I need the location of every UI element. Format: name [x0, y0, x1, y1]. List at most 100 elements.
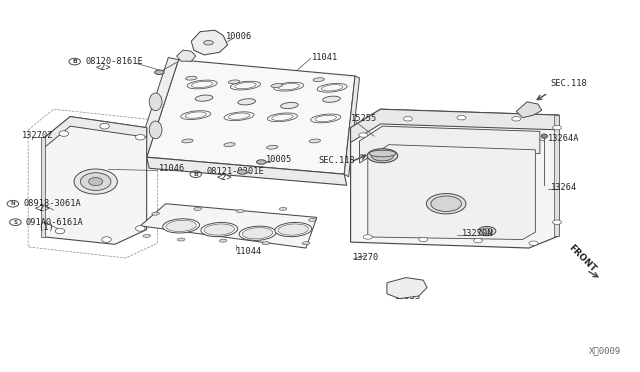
- Text: 13264A: 13264A: [548, 134, 580, 143]
- Ellipse shape: [541, 134, 547, 138]
- Ellipse shape: [359, 133, 368, 137]
- Ellipse shape: [74, 169, 117, 194]
- Ellipse shape: [280, 102, 298, 109]
- Ellipse shape: [81, 173, 111, 190]
- Ellipse shape: [166, 220, 196, 231]
- Text: 08121-0201E: 08121-0201E: [207, 167, 264, 176]
- Ellipse shape: [552, 125, 561, 130]
- Ellipse shape: [195, 95, 213, 101]
- Ellipse shape: [201, 222, 237, 237]
- Polygon shape: [360, 126, 540, 163]
- Ellipse shape: [271, 84, 282, 87]
- Polygon shape: [147, 60, 355, 174]
- Polygon shape: [344, 76, 360, 177]
- Text: X：0009: X：0009: [589, 346, 621, 355]
- Polygon shape: [45, 116, 147, 244]
- Polygon shape: [387, 278, 427, 299]
- Ellipse shape: [55, 228, 65, 234]
- Ellipse shape: [237, 209, 244, 213]
- Ellipse shape: [457, 115, 466, 120]
- Ellipse shape: [100, 124, 109, 129]
- Ellipse shape: [313, 78, 324, 81]
- Ellipse shape: [302, 242, 310, 245]
- Ellipse shape: [419, 237, 428, 242]
- Text: SEC.118: SEC.118: [550, 79, 588, 88]
- Text: <2>: <2>: [217, 173, 232, 182]
- Ellipse shape: [266, 145, 278, 149]
- Ellipse shape: [239, 226, 276, 240]
- Ellipse shape: [152, 212, 159, 215]
- Text: 13270Z: 13270Z: [22, 131, 53, 140]
- Text: 13270N: 13270N: [461, 229, 493, 238]
- Ellipse shape: [367, 149, 397, 163]
- Text: SEC.118: SEC.118: [319, 156, 355, 166]
- Polygon shape: [351, 109, 559, 248]
- Ellipse shape: [89, 177, 102, 186]
- Ellipse shape: [149, 93, 162, 111]
- Ellipse shape: [403, 116, 412, 121]
- Ellipse shape: [309, 139, 321, 143]
- Ellipse shape: [237, 170, 247, 174]
- Ellipse shape: [431, 196, 461, 211]
- Ellipse shape: [149, 121, 162, 139]
- Text: 11046: 11046: [159, 164, 186, 173]
- Polygon shape: [177, 50, 196, 61]
- Polygon shape: [147, 157, 347, 185]
- Ellipse shape: [204, 41, 213, 45]
- Text: (1): (1): [38, 223, 54, 232]
- Ellipse shape: [155, 70, 164, 74]
- Ellipse shape: [186, 76, 197, 80]
- Text: <2>: <2>: [96, 62, 111, 72]
- Ellipse shape: [262, 242, 269, 245]
- Polygon shape: [368, 145, 536, 240]
- Text: <2>: <2>: [35, 204, 51, 214]
- Text: 10006: 10006: [226, 32, 252, 41]
- Ellipse shape: [136, 226, 145, 231]
- Text: 091A0-6161A: 091A0-6161A: [26, 218, 83, 227]
- Ellipse shape: [529, 241, 538, 246]
- Polygon shape: [351, 109, 559, 142]
- Polygon shape: [45, 116, 147, 147]
- Text: 13270: 13270: [353, 253, 380, 263]
- Text: 08120-8161E: 08120-8161E: [86, 57, 143, 66]
- Ellipse shape: [478, 227, 496, 235]
- Ellipse shape: [224, 143, 235, 147]
- Ellipse shape: [59, 131, 68, 137]
- Ellipse shape: [426, 193, 466, 214]
- Ellipse shape: [278, 224, 308, 235]
- Text: 11044: 11044: [236, 247, 262, 256]
- Text: S: S: [13, 220, 17, 225]
- Ellipse shape: [371, 151, 394, 161]
- Ellipse shape: [182, 139, 193, 143]
- Text: B: B: [193, 172, 198, 177]
- Ellipse shape: [552, 220, 561, 224]
- Ellipse shape: [102, 237, 111, 242]
- Text: 10005: 10005: [266, 155, 292, 164]
- Text: N: N: [10, 201, 15, 206]
- Ellipse shape: [143, 234, 150, 237]
- Ellipse shape: [512, 116, 521, 121]
- Ellipse shape: [369, 150, 396, 157]
- Text: 11041: 11041: [312, 53, 339, 62]
- Ellipse shape: [238, 99, 255, 105]
- Ellipse shape: [279, 208, 287, 211]
- Polygon shape: [554, 115, 559, 236]
- Ellipse shape: [474, 238, 483, 243]
- Ellipse shape: [243, 228, 273, 239]
- Ellipse shape: [194, 208, 202, 211]
- Text: 13264: 13264: [550, 183, 577, 192]
- Polygon shape: [41, 137, 45, 237]
- Polygon shape: [516, 102, 541, 118]
- Polygon shape: [191, 30, 228, 55]
- Text: 13533: 13533: [395, 292, 422, 301]
- Ellipse shape: [163, 219, 200, 233]
- Ellipse shape: [257, 160, 266, 164]
- Ellipse shape: [204, 224, 234, 235]
- Ellipse shape: [308, 218, 316, 221]
- Ellipse shape: [220, 239, 227, 242]
- Ellipse shape: [481, 228, 493, 234]
- Ellipse shape: [364, 235, 372, 239]
- Ellipse shape: [275, 222, 312, 237]
- Ellipse shape: [177, 238, 185, 241]
- Polygon shape: [136, 58, 179, 157]
